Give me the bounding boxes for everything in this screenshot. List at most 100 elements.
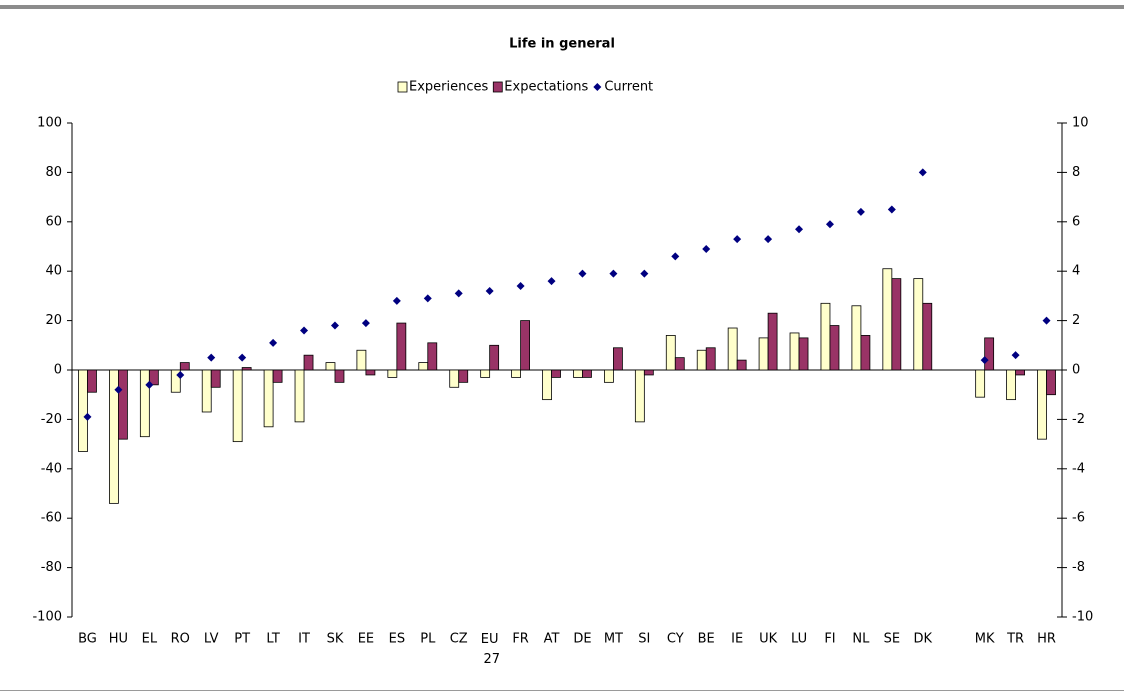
bar: [201, 369, 212, 413]
bar: [489, 344, 500, 371]
bar: [851, 305, 862, 371]
bar: [922, 302, 933, 371]
point: [825, 220, 834, 229]
y-tick-label: 40: [45, 264, 62, 279]
point: [361, 319, 370, 328]
bar: [170, 369, 181, 393]
legend-swatch: [492, 81, 503, 93]
bar: [458, 369, 469, 383]
bar: [767, 312, 778, 371]
bar: [1015, 369, 1025, 376]
y2-tick-label: -4: [1072, 461, 1085, 476]
bar: [582, 369, 592, 378]
bar: [263, 369, 274, 428]
point: [423, 294, 432, 303]
legend-label: Expectations: [504, 80, 588, 95]
bar: [179, 362, 190, 371]
y2-tick-label: -10: [1072, 610, 1093, 625]
bar: [975, 369, 986, 398]
bar: [87, 369, 97, 393]
point: [856, 207, 865, 216]
bar: [882, 268, 893, 371]
y-tick-label: -20: [41, 412, 62, 427]
point: [114, 385, 123, 394]
point: [176, 370, 185, 379]
x-tick-label: FR: [512, 632, 529, 647]
legend-label: Experiences: [409, 80, 488, 95]
y2-tick-label: 2: [1072, 313, 1080, 328]
x-tick-label: CZ: [450, 632, 468, 647]
bottom-rule: [0, 690, 1124, 691]
bar: [665, 335, 676, 371]
bar: [891, 278, 902, 371]
point: [392, 296, 401, 305]
y-tick-label: 100: [37, 116, 62, 131]
bar: [480, 369, 491, 378]
x-tick-label: PT: [234, 632, 250, 647]
x-tick-label: FI: [824, 632, 835, 647]
y2-tick-label: 10: [1072, 116, 1089, 131]
bar: [334, 369, 345, 383]
point: [83, 412, 92, 421]
bar: [418, 362, 429, 371]
point: [764, 235, 773, 244]
y2-tick-label: 8: [1072, 165, 1080, 180]
x-tick-label: CY: [667, 632, 684, 647]
legend-swatch: [397, 81, 408, 93]
x-tick-label: IT: [298, 632, 310, 647]
chart-title: Life in general: [509, 37, 615, 52]
bar: [387, 369, 398, 378]
x-tick-label: SE: [884, 632, 900, 647]
bar: [674, 357, 685, 371]
bar: [325, 362, 336, 371]
y2-tick-label: 6: [1072, 214, 1080, 229]
bar: [643, 369, 654, 376]
x-tick-label: PL: [420, 632, 436, 647]
x-tick-label: BG: [78, 632, 97, 647]
bar: [820, 302, 831, 371]
bar: [542, 369, 552, 401]
point: [887, 205, 896, 214]
x-tick-label: HU: [109, 632, 128, 647]
bar: [798, 337, 809, 371]
point: [238, 353, 247, 362]
point: [269, 338, 278, 347]
y-tick-label: -40: [41, 461, 62, 476]
y-tick-label: -60: [41, 511, 62, 526]
bar: [1037, 369, 1047, 440]
point: [640, 269, 649, 278]
bar: [551, 369, 561, 378]
x-tick-label: MK: [975, 632, 995, 647]
bar: [1046, 369, 1056, 396]
y-tick-label: -80: [41, 560, 62, 575]
bar: [511, 369, 521, 378]
x-tick-label: EE: [358, 632, 374, 647]
bar: [913, 278, 924, 371]
bar: [860, 335, 871, 371]
bar: [118, 369, 128, 440]
point: [980, 356, 989, 365]
x-tick-label: EL: [142, 632, 158, 647]
bar: [303, 354, 314, 371]
point: [516, 282, 525, 291]
bar: [449, 369, 460, 388]
bar: [736, 359, 747, 371]
x-tick-label: SI: [638, 632, 650, 647]
x-tick-label: DE: [573, 632, 591, 647]
bar: [232, 369, 243, 443]
legend-label: Current: [604, 80, 653, 95]
bar: [148, 369, 159, 386]
bar: [634, 369, 645, 423]
point: [702, 244, 711, 253]
x-tick-label: AT: [544, 632, 560, 647]
x-tick-label: RO: [171, 632, 190, 647]
x-tick-label: BE: [698, 632, 715, 647]
y-tick-label: 0: [54, 363, 62, 378]
bar: [241, 367, 252, 371]
point: [207, 353, 216, 362]
x-tick-label: IE: [731, 632, 743, 647]
bar: [139, 369, 150, 438]
bar: [210, 369, 221, 388]
bar: [356, 349, 367, 371]
